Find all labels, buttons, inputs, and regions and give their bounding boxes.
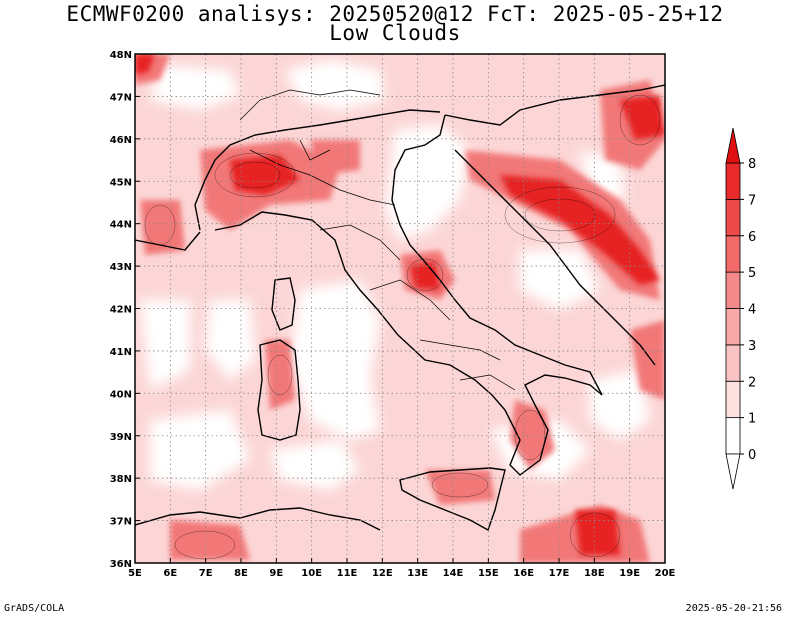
latitude-label: 45N (110, 177, 132, 188)
latitude-axis: 36N 37N 38N 39N 40N 41N 42N 43N 44N 45N 46N 47N 48N (110, 50, 140, 570)
latitude-label: 38N (110, 474, 132, 485)
longitude-label: 18E (584, 568, 605, 579)
colorbar-label: 5 (748, 266, 756, 281)
longitude-label: 11E (337, 568, 358, 579)
colorbar-label: 7 (748, 193, 756, 208)
longitude-label: 19E (619, 568, 640, 579)
colorbar-max-arrow (725, 127, 741, 164)
colorbar-label: 4 (748, 303, 756, 318)
cloud-max (135, 54, 665, 555)
longitude-label: 8E (234, 568, 248, 579)
longitude-label: 16E (513, 568, 534, 579)
colorbar-label: 2 (748, 375, 756, 390)
colorbar-swatch (725, 308, 741, 346)
longitude-label: 9E (269, 568, 283, 579)
map-title: ECMWF0200 analisys: 20250520@12 FcT: 202… (66, 2, 724, 26)
longitude-label: 14E (443, 568, 464, 579)
map-subtitle: Low Clouds (329, 21, 461, 45)
latitude-label: 41N (110, 347, 132, 358)
colorbar-label: 6 (748, 230, 756, 245)
latitude-label: 46N (110, 135, 132, 146)
longitude-label: 13E (407, 568, 428, 579)
colorbar-swatch (725, 380, 741, 419)
longitude-label: 6E (163, 568, 177, 579)
colorbar: 0 1 2 3 4 5 6 7 8 (725, 127, 756, 490)
longitude-label: 20E (655, 568, 676, 579)
colorbar-label: 8 (748, 157, 756, 172)
latitude-label: 36N (110, 559, 132, 570)
latitude-label: 47N (110, 92, 132, 103)
colorbar-swatch (725, 198, 741, 237)
colorbar-swatch (725, 417, 741, 455)
generation-timestamp: 2025-05-20-21:56 (685, 603, 782, 614)
longitude-label: 10E (301, 568, 322, 579)
latitude-label: 42N (110, 305, 132, 316)
longitude-label: 5E (128, 568, 142, 579)
longitude-axis: 5E 6E 7E 8E 9E 10E 11E 12E 13E 14E 15E 16E 17E 18E 19E… (128, 558, 676, 579)
colorbar-swatch (725, 162, 741, 200)
graticule (135, 54, 665, 563)
colorbar-min-arrow (725, 453, 741, 490)
latitude-label: 48N (110, 50, 132, 61)
colorbar-label: 0 (748, 448, 756, 463)
software-credit: GrADS/COLA (4, 603, 65, 614)
coastlines (135, 84, 665, 532)
latitude-label: 43N (110, 262, 132, 273)
regional-borders (239, 89, 516, 391)
longitude-label: 17E (549, 568, 570, 579)
latitude-label: 44N (110, 220, 132, 231)
longitude-label: 12E (372, 568, 393, 579)
colorbar-label: 1 (748, 412, 756, 427)
longitude-label: 7E (199, 568, 213, 579)
colorbar-label: 3 (748, 339, 756, 354)
colorbar-swatch (725, 344, 741, 382)
latitude-label: 39N (110, 432, 132, 443)
contours (144, 94, 661, 560)
colorbar-swatch (725, 271, 741, 309)
latitude-label: 37N (110, 517, 132, 528)
colorbar-swatch (725, 235, 741, 273)
latitude-label: 40N (110, 389, 132, 400)
longitude-label: 15E (478, 568, 499, 579)
